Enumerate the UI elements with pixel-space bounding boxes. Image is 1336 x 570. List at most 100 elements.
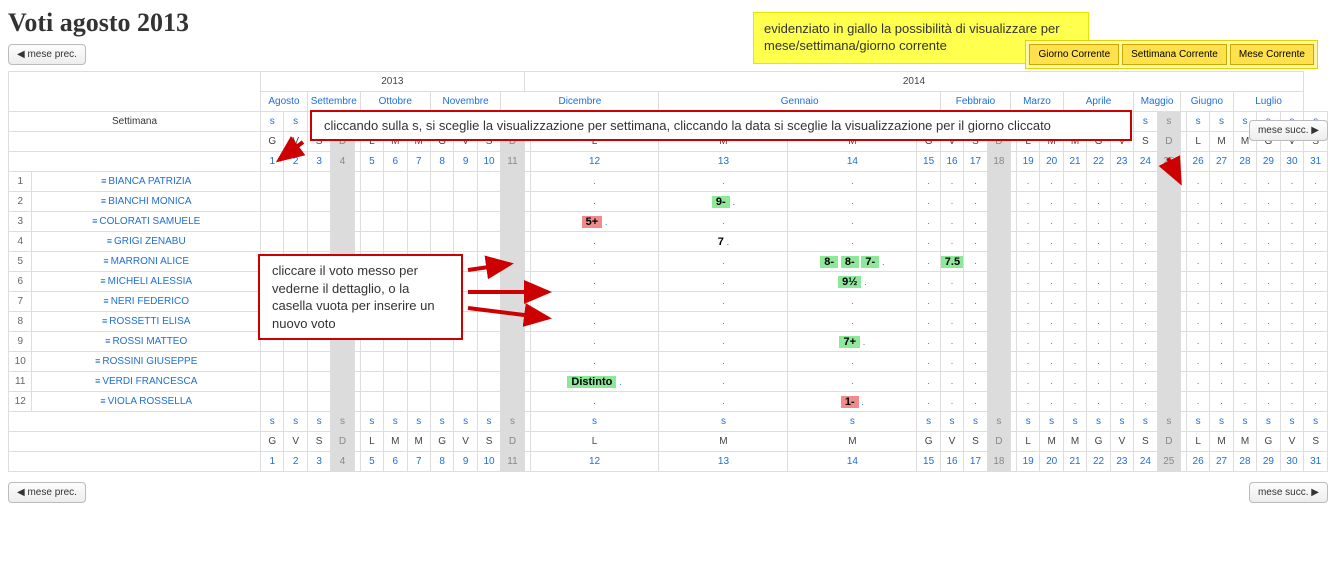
grade-cell[interactable]: . [1016,392,1039,412]
grade-cell[interactable] [384,232,407,252]
week-s-link[interactable]: s [430,412,453,432]
grade-cell[interactable]: . [1134,292,1157,312]
grade-cell[interactable]: . [940,212,963,232]
date-link[interactable]: 19 [1016,452,1039,472]
grade-cell[interactable]: . [1304,232,1328,252]
grade-cell[interactable]: . [1040,232,1063,252]
grade-cell[interactable] [261,172,284,192]
grade-cell[interactable] [501,252,524,272]
grade-cell[interactable]: . [1040,272,1063,292]
grade-cell[interactable] [454,172,477,192]
grade-cell[interactable]: . [940,292,963,312]
grade-cell[interactable] [384,252,407,272]
week-s-link[interactable]: s [284,112,307,132]
grade-cell[interactable]: . [1304,272,1328,292]
week-s-link[interactable]: s [987,112,1010,132]
grade-cell[interactable] [284,352,307,372]
grade-cell[interactable]: . [964,312,987,332]
grade-cell[interactable]: . [940,312,963,332]
date-link[interactable]: 4 [331,152,354,172]
grade-cell[interactable]: . [917,292,940,312]
grade-cell[interactable]: . [1016,212,1039,232]
grade-cell[interactable]: . [1016,312,1039,332]
grade-cell[interactable]: . [1134,172,1157,192]
week-s-link[interactable]: s [407,112,430,132]
grade-cell[interactable]: . [530,312,659,332]
grade-cell[interactable]: 7 . [659,232,788,252]
grade-cell[interactable]: . [1016,372,1039,392]
grade-cell[interactable]: . [1110,272,1133,292]
date-link[interactable]: 18 [987,152,1010,172]
grade-cell[interactable]: . [964,172,987,192]
grade-cell[interactable]: . [1087,212,1110,232]
grade-cell[interactable] [501,392,524,412]
grade-cell[interactable]: . [964,232,987,252]
grade-cell[interactable] [261,192,284,212]
month-header[interactable]: Novembre [430,92,500,112]
grade-cell[interactable]: . [1233,392,1256,412]
date-link[interactable]: 6 [384,152,407,172]
grade-cell[interactable] [307,252,330,272]
date-link[interactable]: 7 [407,152,430,172]
grade-cell[interactable] [501,232,524,252]
grade-cell[interactable]: . [1186,252,1209,272]
grade-cell[interactable] [987,312,1010,332]
grade-cell[interactable]: . [788,192,917,212]
grade-cell[interactable]: . [1210,252,1233,272]
date-link[interactable]: 29 [1257,152,1280,172]
grade-cell[interactable] [331,392,354,412]
date-link[interactable]: 11 [501,152,524,172]
grade-cell[interactable] [1157,332,1180,352]
date-link[interactable]: 27 [1210,452,1233,472]
month-header[interactable]: Marzo [1011,92,1064,112]
grade-cell[interactable] [284,372,307,392]
grade-cell[interactable] [1157,212,1180,232]
grade-cell[interactable]: . [1233,312,1256,332]
grade-cell[interactable]: . [1040,332,1063,352]
grade-cell[interactable]: . [1016,232,1039,252]
grade-cell[interactable]: . [1304,312,1328,332]
grade-cell[interactable]: . [1210,212,1233,232]
grade-cell[interactable]: . [1233,352,1256,372]
grade-cell[interactable] [261,232,284,252]
grade-cell[interactable] [454,212,477,232]
grade-cell[interactable]: . [1257,272,1280,292]
week-s-link[interactable]: s [659,412,788,432]
grade-cell[interactable] [331,192,354,212]
week-s-link[interactable]: s [1210,412,1233,432]
grade-cell[interactable]: . [1016,272,1039,292]
grade-cell[interactable] [284,312,307,332]
week-s-link[interactable]: s [1304,412,1328,432]
grade-cell[interactable] [360,352,383,372]
grade-cell[interactable] [454,192,477,212]
grade-cell[interactable]: . [1280,172,1304,192]
grade-cell[interactable]: . [1186,172,1209,192]
grade-cell[interactable] [501,332,524,352]
date-link[interactable]: 28 [1233,452,1256,472]
week-s-link[interactable]: s [360,112,383,132]
grade-cell[interactable]: 5+ . [530,212,659,232]
grade-cell[interactable] [501,212,524,232]
grade-cell[interactable] [261,252,284,272]
date-link[interactable]: 26 [1186,152,1209,172]
grade-cell[interactable]: . [1257,212,1280,232]
week-s-link[interactable]: s [1134,112,1157,132]
grade-cell[interactable] [477,372,500,392]
grade-cell[interactable]: 8- 8- 7- . [788,252,917,272]
grade-cell[interactable] [360,232,383,252]
grade-cell[interactable]: . [1186,372,1209,392]
grade-cell[interactable]: . [1040,192,1063,212]
date-link[interactable]: 16 [940,152,963,172]
grade-cell[interactable] [307,332,330,352]
grade-cell[interactable] [384,172,407,192]
week-s-link[interactable]: s [788,112,917,132]
grade-cell[interactable]: . [917,352,940,372]
grade-cell[interactable] [384,372,407,392]
week-s-link[interactable]: s [1110,112,1133,132]
grade-cell[interactable] [987,372,1010,392]
date-link[interactable]: 12 [530,152,659,172]
date-link[interactable]: 3 [307,152,330,172]
grade-cell[interactable]: . [530,332,659,352]
grade-cell[interactable] [430,312,453,332]
grade-cell[interactable] [430,272,453,292]
